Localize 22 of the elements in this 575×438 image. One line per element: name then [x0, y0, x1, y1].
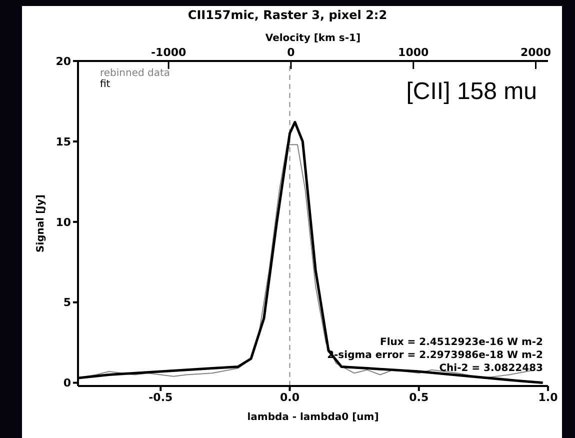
y-tick-label: 5 [63, 296, 71, 310]
x2-axis-title: Velocity [km s-1] [265, 33, 361, 44]
x2-tick-label: 0 [287, 46, 296, 59]
x2-tick-label: 2000 [520, 46, 552, 59]
x-tick-label: 0.5 [409, 390, 429, 404]
annotation: [CII] 158 mu [406, 78, 537, 106]
annotation: Flux = 2.4512923e-16 W m-2 [378, 336, 543, 349]
y-tick-label: 10 [56, 216, 72, 229]
y-axis-title: Signal [Jy] [36, 194, 47, 252]
x-tick-label: 1.0 [538, 390, 558, 404]
x-tick-label: 0.0 [280, 390, 300, 404]
y-tick-label: 0 [63, 376, 72, 390]
x2-tick-label: -1000 [150, 46, 187, 59]
y-tick-label: 15 [56, 135, 71, 148]
annotation: Chi-2 = 3.0822483 [438, 362, 543, 375]
x-tick-label: -0.5 [148, 390, 173, 404]
chart-title: CII157mic, Raster 3, pixel 2:2 [186, 8, 388, 22]
text: fit [100, 79, 112, 90]
text: rebinned data [100, 68, 170, 79]
x2-tick-label: 1000 [398, 46, 430, 59]
y-tick-label: 20 [56, 54, 72, 68]
x-axis-title: lambda - lambda0 [um] [247, 412, 379, 423]
